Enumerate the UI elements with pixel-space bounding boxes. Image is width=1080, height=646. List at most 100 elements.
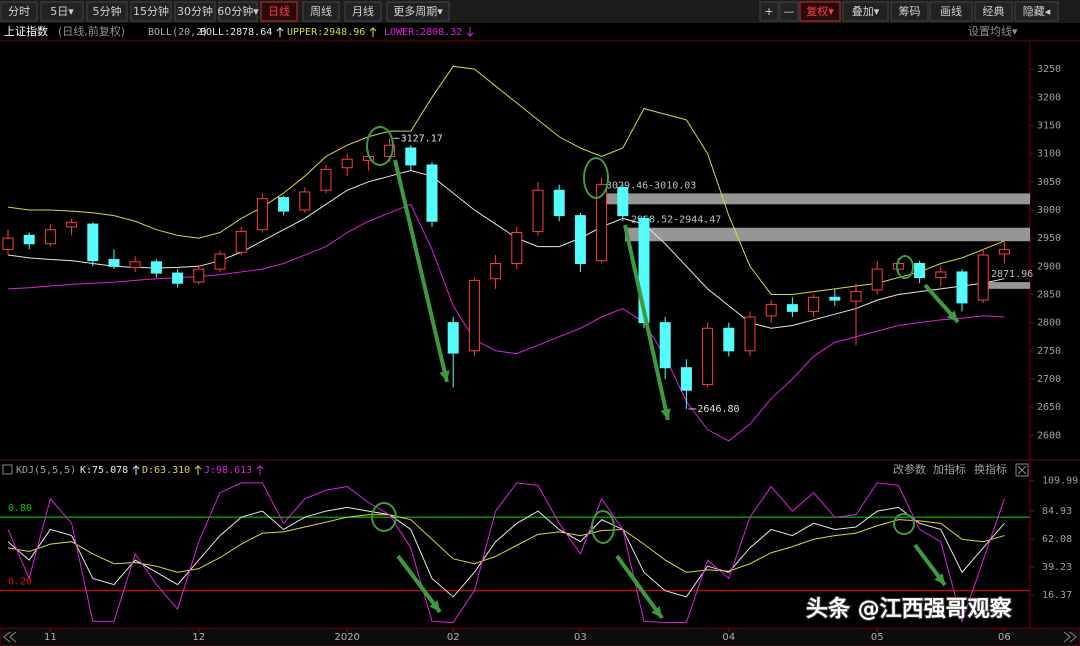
marker-arrow (615, 554, 664, 620)
panel-icon (2, 464, 13, 475)
settings-button[interactable]: 设置均线▾ (968, 24, 1018, 38)
panel-title: KDJ(5,5,5) (16, 465, 76, 476)
toolbar-button-label[interactable]: + (764, 5, 773, 18)
toolbar-button-label[interactable]: 叠加▾ (852, 5, 880, 18)
y-tick-label: 3050 (1037, 177, 1061, 188)
candle-body (23, 234, 35, 245)
y-tick-label: 2850 (1037, 289, 1061, 300)
kdj-line (7, 514, 1005, 573)
y-tick-label: 2650 (1037, 402, 1061, 413)
y-tick-label: 3250 (1037, 64, 1061, 75)
arrow-icon (466, 27, 474, 37)
toolbar-button[interactable] (890, 1, 929, 22)
toolbar-button-label[interactable]: 筹码 (899, 4, 921, 18)
candle-body (44, 229, 56, 245)
candle-body (829, 296, 841, 301)
y-tick-label: 3100 (1037, 149, 1061, 160)
toolbar-button[interactable] (260, 1, 298, 22)
arrow-icon (276, 27, 284, 37)
marker-arrow (396, 554, 442, 614)
toolbar-button-label[interactable]: 隐藏◂ (1023, 5, 1051, 18)
toolbar-button[interactable] (130, 1, 172, 22)
toolbar-button[interactable] (759, 1, 779, 22)
candle-body (447, 322, 459, 354)
candle-body (850, 291, 862, 302)
arrow-icon (194, 465, 202, 475)
y-tick-label: 62.08 (1042, 534, 1072, 545)
candle-body (299, 191, 311, 211)
toolbar-button[interactable] (40, 1, 84, 22)
candle-body (659, 322, 671, 369)
toolbar-button-label[interactable]: 分时 (8, 5, 30, 18)
y-tick-label: 2750 (1037, 346, 1061, 357)
x-tick-label: 04 (722, 632, 735, 643)
candle-body (468, 279, 480, 352)
toolbar-button-label[interactable]: 画线 (940, 4, 962, 18)
candle-body (193, 268, 205, 283)
toolbar-button[interactable] (386, 1, 450, 22)
toolbar-button[interactable] (929, 1, 973, 22)
annotation: 2646.80 (697, 404, 739, 415)
candle-body (935, 271, 947, 279)
scroll-left[interactable] (3, 631, 17, 643)
toolbar-button[interactable] (344, 1, 382, 22)
toolbar-button-label[interactable]: — (784, 5, 795, 18)
panel-button[interactable]: 换指标 (974, 462, 1007, 476)
toolbar-button-label[interactable]: 更多周期▾ (393, 4, 443, 18)
candle-body (596, 184, 608, 262)
marker-arrowhead (429, 600, 440, 612)
panel-button[interactable]: 加指标 (933, 462, 966, 476)
toolbar-button[interactable] (779, 1, 799, 22)
toolbar-button-label[interactable]: 30分钟 (177, 4, 213, 18)
panel-button[interactable]: 改参数 (893, 462, 926, 476)
toolbar-button[interactable] (842, 1, 889, 22)
indicator-name: BOLL(20,2) (148, 27, 208, 38)
toolbar-button-label[interactable]: 经典 (983, 4, 1005, 18)
x-tick-label: 05 (871, 632, 884, 643)
candle-body (129, 261, 141, 268)
scroll-right[interactable] (1063, 631, 1077, 643)
toolbar-button[interactable] (302, 1, 340, 22)
y-tick-label: 3200 (1037, 92, 1061, 103)
toolbar-button-label[interactable]: 15分钟 (133, 4, 169, 18)
candle-body (66, 221, 78, 228)
toolbar-button-label[interactable]: 60分钟▾ (217, 4, 259, 18)
toolbar-button-label[interactable]: 复权▾ (806, 4, 834, 18)
toolbar-button-label[interactable]: 周线 (310, 4, 332, 18)
toolbar-button[interactable] (0, 1, 38, 22)
y-tick-label: 2950 (1037, 233, 1061, 244)
chart-subtitle: (日线,前复权) (58, 24, 125, 38)
marker-arrowhead (660, 408, 671, 420)
zone-label: 3029.46-3010.03 (606, 180, 696, 191)
candle-body (490, 262, 502, 280)
legend-entry: D:63.310 (142, 465, 190, 476)
candle-body (87, 223, 99, 262)
toolbar-button[interactable] (974, 1, 1013, 22)
candle-body (574, 215, 586, 264)
annotation: 3127.17 (401, 133, 443, 144)
toolbar-button-label[interactable]: 月线 (352, 4, 374, 18)
toolbar-button[interactable] (218, 1, 258, 22)
y-tick-label: 2600 (1037, 430, 1061, 441)
candle-body (977, 254, 989, 301)
candle-body (320, 168, 332, 191)
candle-body (723, 327, 735, 352)
panel-close[interactable] (1015, 463, 1029, 477)
y-tick-label: 2700 (1037, 374, 1061, 385)
toolbar-button-label[interactable]: 5分钟 (93, 4, 122, 18)
toolbar-button[interactable] (799, 1, 841, 22)
legend-entry: K:75.078 (80, 465, 128, 476)
candle-body (150, 261, 162, 274)
toolbar-button-label[interactable]: 日线 (268, 4, 290, 18)
marker-arrowhead (439, 370, 450, 382)
toolbar-button-label[interactable]: 5日▾ (50, 5, 74, 18)
arrow-icon (369, 27, 377, 37)
candle-body (765, 304, 777, 317)
candle-body (172, 272, 184, 284)
toolbar-button[interactable] (1014, 1, 1059, 22)
toolbar-button[interactable] (86, 1, 128, 22)
toolbar-button[interactable] (174, 1, 216, 22)
